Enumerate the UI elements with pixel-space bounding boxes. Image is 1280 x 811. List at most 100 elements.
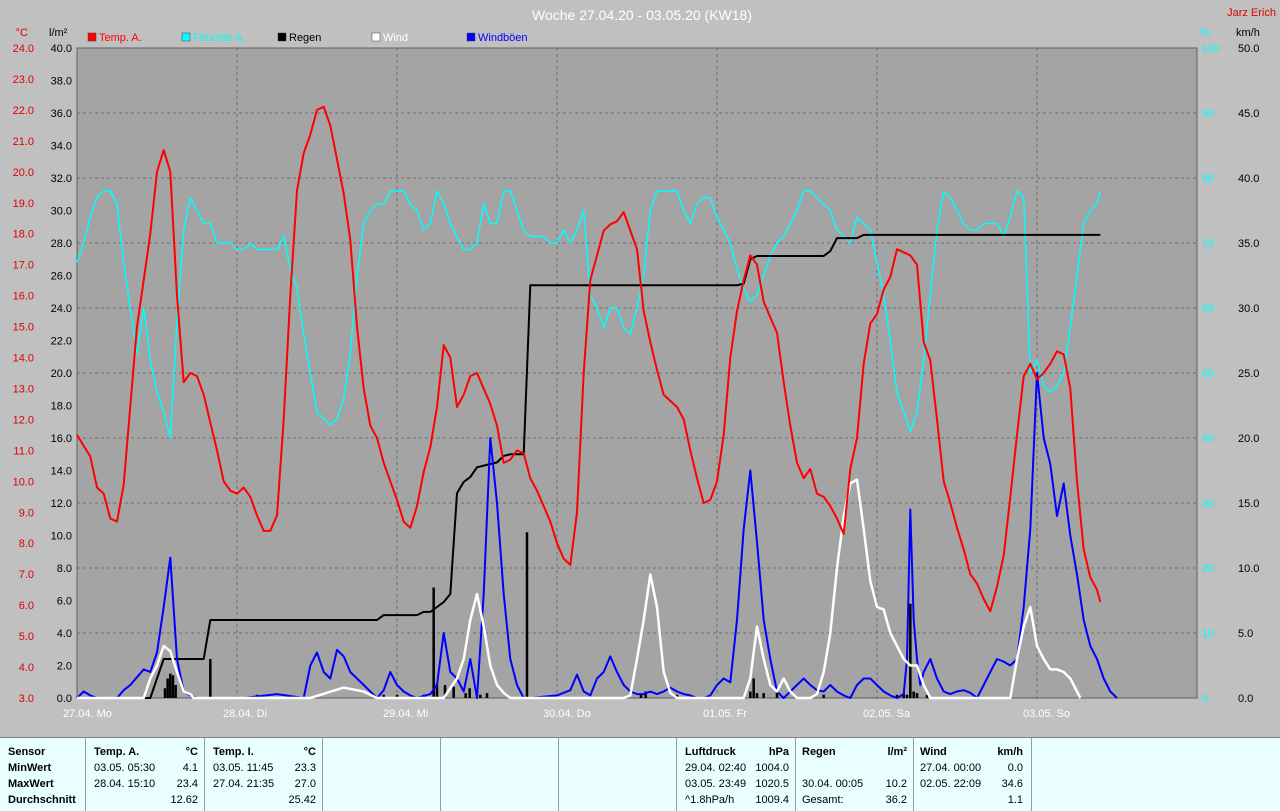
legend-label-0: Temp. A. [99,32,142,44]
legend-swatch-0 [87,32,97,42]
temp-a-min-value: 4.1 [182,762,198,774]
rain-tick: 16.0 [51,433,72,445]
rain-tick: 18.0 [51,401,72,413]
temp-tick: 19.0 [13,198,34,210]
rain-tick: 10.0 [51,531,72,543]
temp-tick: 4.0 [19,662,34,674]
legend-label-1: Feuchte A. [193,32,246,44]
rain-tick: 2.0 [57,661,72,673]
rain-tick: 24.0 [51,303,72,315]
legend-swatch-3 [371,32,381,42]
statistics-panel: Sensor MinWert MaxWert Durchschnitt Temp… [0,737,1280,811]
temp-tick: 3.0 [19,693,34,705]
rain-tick: 26.0 [51,271,72,283]
humidity-tick: 10 [1202,628,1214,640]
day-label-1: 28.04. Di [223,708,267,720]
wind-min-value: 0.0 [1007,762,1023,774]
wind-tick: 15.0 [1238,498,1259,510]
humidity-tick: 30 [1202,498,1214,510]
temp-tick: 13.0 [13,383,34,395]
rain-tick: 34.0 [51,141,72,153]
day-label-6: 03.05. So [1023,708,1070,720]
temp-tick: 15.0 [13,322,34,334]
pressure-min-time: 29.04. 02:40 [685,762,747,774]
temp-tick: 12.0 [13,414,34,426]
temp-tick: 10.0 [13,476,34,488]
temp-a-max-value: 23.4 [176,778,198,790]
humidity-unit-label: % [1200,27,1210,39]
wind-max-time: 02.05. 22:09 [920,778,982,790]
wind-unit: km/h [997,746,1023,758]
rain-max-time: 30.04. 00:05 [802,778,864,790]
wind-tick: 35.0 [1238,238,1259,250]
legend-label-2: Regen [289,32,321,44]
min-label: MinWert [8,762,52,774]
temp-tick: 22.0 [13,105,34,117]
rain-tick: 8.0 [57,563,72,575]
humidity-line [76,190,1102,439]
rain-tick: 36.0 [51,108,72,120]
temp-i-max-value: 27.0 [294,778,316,790]
humidity-tick: 20 [1202,563,1214,575]
temp-a-min-time: 03.05. 05:30 [94,762,156,774]
rain-tick: 28.0 [51,238,72,250]
stats-rain-column: Regen l/m² 30.04. 00:05 10.2 Gesamt: 36.… [796,738,914,811]
wind-average: 1.1 [1007,794,1023,806]
temp-tick: 20.0 [13,167,34,179]
day-label-0: 27.04. Mo [63,708,112,720]
max-label: MaxWert [8,778,54,790]
temp-i-min-value: 23.3 [294,762,316,774]
stats-pressure-column: Luftdruck hPa 29.04. 02:40 1004.0 03.05.… [677,738,796,811]
temp-tick: 9.0 [19,507,34,519]
humidity-tick: 80 [1202,173,1214,185]
pressure-max-value: 1020.5 [755,778,789,790]
temp-i-max-time: 27.04. 21:35 [213,778,275,790]
pressure-max-time: 03.05. 23:49 [685,778,747,790]
rain-total-value: 36.2 [885,794,907,806]
wind-tick: 25.0 [1238,368,1259,380]
pressure-min-value: 1004.0 [755,762,789,774]
pressure-average: 1009.4 [755,794,789,806]
legend-swatch-2 [277,32,287,42]
rain-tick: 32.0 [51,173,72,185]
pressure-header: Luftdruck [685,746,736,758]
pressure-unit: hPa [768,746,789,758]
wind-max-value: 34.6 [1001,778,1023,790]
wind-line [77,478,1082,700]
humidity-tick: 0 [1202,693,1208,705]
pressure-trend: ^1.8hPa/h [685,794,735,806]
humidity-tick: 100 [1202,43,1220,55]
rain-tick: 22.0 [51,336,72,348]
rain-tick: 4.0 [57,628,72,640]
gusts-line [76,372,1118,699]
rain-tick: 14.0 [51,466,72,478]
stats-temp-a-column: Temp. A. °C 03.05. 05:30 4.1 28.04. 15:1… [86,738,205,811]
rain-tick: 30.0 [51,206,72,218]
temp-i-average: 25.42 [288,794,316,806]
day-label-3: 30.04. Do [543,708,591,720]
stats-empty-column-2 [441,738,559,811]
temp-i-header: Temp. I. [213,746,254,758]
rain-tick: 40.0 [51,43,72,55]
wind-min-time: 27.04. 00:00 [920,762,982,774]
stats-empty-column-3 [559,738,677,811]
stats-sensor-column: Sensor MinWert MaxWert Durchschnitt [0,738,86,811]
author-label: Jarz Erich [1227,7,1276,19]
legend-swatch-1 [181,32,191,42]
temp-a-header: Temp. A. [94,746,140,758]
rain-tick: 38.0 [51,76,72,88]
rain-tick: 12.0 [51,498,72,510]
wind-tick: 50.0 [1238,43,1259,55]
legend-swatch-4 [466,32,476,42]
rain-unit-label: l/m² [49,27,68,39]
rain-total-label: Gesamt: [802,794,844,806]
rain-tick: 6.0 [57,596,72,608]
wind-tick: 10.0 [1238,563,1259,575]
humidity-tick: 40 [1202,433,1214,445]
temp-tick: 23.0 [13,74,34,86]
temp-line [76,105,1102,613]
temp-unit-label: °C [16,27,28,39]
wind-unit-label: km/h [1236,27,1260,39]
day-label-5: 02.05. Sa [863,708,911,720]
temp-tick: 8.0 [19,538,34,550]
